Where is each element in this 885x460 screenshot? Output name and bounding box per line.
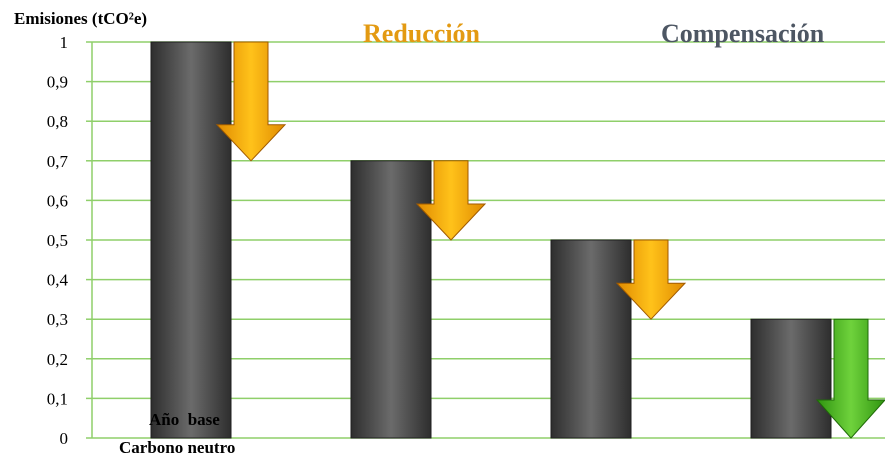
reduction-arrow [615, 239, 687, 320]
y-tick-label: 0,5 [47, 231, 68, 250]
bars [150, 41, 832, 439]
y-tick-label: 0,2 [47, 350, 68, 369]
y-tick-label: 0,1 [47, 389, 68, 408]
legend-compensation: Compensación [661, 19, 825, 48]
category-sublabel-carbon-neutral: Carbono neutro [119, 438, 235, 457]
arrows [215, 41, 885, 439]
y-tick-label: 1 [60, 33, 69, 52]
legend-reduction: Reducción [363, 19, 481, 48]
bar [750, 318, 832, 439]
y-axis-ticks: 0 0,1 0,2 0,3 0,4 0,5 0,6 0,7 0,8 0,9 1 [47, 33, 69, 448]
reduction-arrow [415, 160, 487, 241]
y-tick-label: 0,9 [47, 73, 68, 92]
y-tick-label: 0,6 [47, 191, 68, 210]
y-tick-label: 0,7 [47, 152, 69, 171]
bar [150, 41, 232, 439]
bar [550, 239, 632, 439]
y-tick-label: 0,8 [47, 112, 68, 131]
category-label-base-year: Año base [149, 410, 220, 429]
bar [350, 160, 432, 439]
y-tick-label: 0 [60, 429, 69, 448]
y-tick-label: 0,4 [47, 271, 69, 290]
y-axis-label: Emisiones (tCO²e) [14, 9, 147, 28]
compensation-arrow [815, 318, 885, 439]
reduction-arrow [215, 41, 287, 162]
y-tick-label: 0,3 [47, 310, 68, 329]
